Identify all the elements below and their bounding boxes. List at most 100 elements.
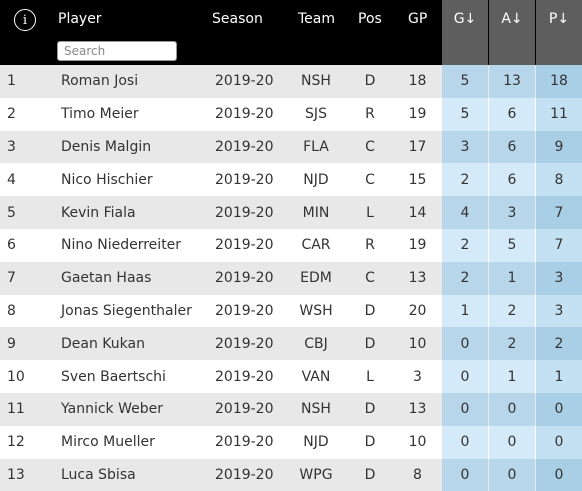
season-cell: 2019-20 — [215, 302, 274, 319]
column-header-gp[interactable]: GP — [408, 11, 428, 27]
player-name-cell: Sven Baertschi — [61, 368, 166, 385]
column-header-team[interactable]: Team — [298, 11, 336, 27]
table-row[interactable]: 7 Gaetan Haas 2019-20 EDM C 13 2 1 3 — [0, 261, 582, 295]
games-played-cell: 20 — [408, 302, 427, 319]
assists-cell: 3 — [489, 196, 535, 229]
goals-cell: 3 — [442, 130, 488, 164]
points-cell: 1 — [536, 360, 582, 393]
table-row[interactable]: 5 Kevin Fiala 2019-20 MIN L 14 4 3 7 — [0, 196, 582, 229]
table-row[interactable]: 6 Nino Niederreiter 2019-20 CAR R 19 2 5 7 — [0, 228, 582, 262]
rank-cell: 7 — [7, 270, 16, 287]
player-name-cell: Luca Sbisa — [61, 466, 136, 483]
table-row[interactable]: 9 Dean Kukan 2019-20 CBJ D 10 0 2 2 — [0, 327, 582, 361]
position-cell: D — [364, 335, 376, 352]
goals-cell: 2 — [442, 163, 488, 197]
season-cell: 2019-20 — [215, 138, 274, 155]
position-cell: D — [364, 73, 376, 90]
goals-cell: 0 — [442, 458, 488, 491]
player-name-cell: Nino Niederreiter — [61, 237, 182, 254]
goals-cell: 0 — [442, 327, 488, 361]
player-name-cell: Timo Meier — [61, 106, 139, 123]
table-row[interactable]: 3 Denis Malgin 2019-20 FLA C 17 3 6 9 — [0, 130, 582, 164]
rank-cell: 2 — [7, 106, 16, 123]
goals-cell: 0 — [442, 392, 488, 426]
position-cell: D — [364, 434, 376, 451]
assists-cell: 0 — [489, 425, 535, 459]
rank-cell: 1 — [7, 73, 16, 90]
rank-cell: 12 — [7, 434, 25, 451]
player-name-cell: Jonas Siegenthaler — [61, 302, 192, 319]
team-cell: WSH — [299, 302, 333, 319]
games-played-cell: 8 — [413, 466, 422, 483]
games-played-cell: 15 — [408, 171, 427, 188]
position-cell: L — [366, 368, 374, 385]
table-row[interactable]: 11 Yannick Weber 2019-20 NSH D 13 0 0 0 — [0, 392, 582, 426]
position-cell: D — [364, 302, 376, 319]
team-cell: CAR — [301, 237, 331, 254]
info-icon[interactable]: i — [14, 9, 36, 31]
games-played-cell: 18 — [408, 73, 427, 90]
column-header-player[interactable]: Player — [58, 11, 102, 27]
goals-cell: 2 — [442, 261, 488, 295]
points-cell: 0 — [536, 458, 582, 491]
column-header-pos[interactable]: Pos — [358, 11, 382, 27]
position-cell: R — [365, 106, 375, 123]
games-played-cell: 19 — [408, 106, 427, 123]
goals-cell: 4 — [442, 196, 488, 229]
team-cell: NSH — [301, 401, 331, 418]
player-name-cell: Roman Josi — [61, 73, 139, 90]
season-cell: 2019-20 — [215, 106, 274, 123]
points-cell: 3 — [536, 261, 582, 295]
points-cell: 18 — [536, 65, 582, 98]
season-cell: 2019-20 — [215, 466, 274, 483]
rank-cell: 9 — [7, 335, 16, 352]
team-cell: SJS — [305, 106, 327, 123]
table-row[interactable]: 10 Sven Baertschi 2019-20 VAN L 3 0 1 1 — [0, 360, 582, 393]
table-row[interactable]: 1 Roman Josi 2019-20 NSH D 18 5 13 18 — [0, 65, 582, 98]
goals-cell: 5 — [442, 97, 488, 131]
table-row[interactable]: 2 Timo Meier 2019-20 SJS R 19 5 6 11 — [0, 97, 582, 131]
column-header-points[interactable]: P↓ — [536, 0, 582, 65]
rank-cell: 8 — [7, 302, 16, 319]
goals-cell: 1 — [442, 294, 488, 328]
position-cell: D — [364, 466, 376, 483]
player-name-cell: Yannick Weber — [61, 401, 163, 418]
table-row[interactable]: 12 Mirco Mueller 2019-20 NJD D 10 0 0 0 — [0, 425, 582, 459]
team-cell: NJD — [303, 434, 329, 451]
season-cell: 2019-20 — [215, 270, 274, 287]
player-name-cell: Dean Kukan — [61, 335, 145, 352]
team-cell: FLA — [303, 138, 329, 155]
rank-cell: 6 — [7, 237, 16, 254]
position-cell: R — [365, 237, 375, 254]
player-name-cell: Gaetan Haas — [61, 270, 152, 287]
column-header-assists[interactable]: A↓ — [489, 0, 535, 65]
assists-cell: 6 — [489, 130, 535, 164]
points-cell: 3 — [536, 294, 582, 328]
games-played-cell: 10 — [408, 434, 427, 451]
points-cell: 7 — [536, 228, 582, 262]
games-played-cell: 10 — [408, 335, 427, 352]
position-cell: L — [366, 204, 374, 221]
table-row[interactable]: 4 Nico Hischier 2019-20 NJD C 15 2 6 8 — [0, 163, 582, 197]
goals-cell: 0 — [442, 360, 488, 393]
goals-cell: 5 — [442, 65, 488, 98]
season-cell: 2019-20 — [215, 368, 274, 385]
search-input[interactable] — [57, 41, 177, 61]
team-cell: NJD — [303, 171, 329, 188]
assists-cell: 1 — [489, 261, 535, 295]
team-cell: WPG — [299, 466, 333, 483]
assists-cell: 6 — [489, 97, 535, 131]
column-header-season[interactable]: Season — [212, 11, 263, 27]
table-row[interactable]: 8 Jonas Siegenthaler 2019-20 WSH D 20 1 2 3 — [0, 294, 582, 328]
column-header-goals[interactable]: G↓ — [442, 0, 488, 65]
assists-cell: 6 — [489, 163, 535, 197]
games-played-cell: 3 — [413, 368, 422, 385]
points-cell: 9 — [536, 130, 582, 164]
rank-cell: 10 — [7, 368, 25, 385]
table-row[interactable]: 13 Luca Sbisa 2019-20 WPG D 8 0 0 0 — [0, 458, 582, 491]
season-cell: 2019-20 — [215, 73, 274, 90]
player-name-cell: Mirco Mueller — [61, 434, 155, 451]
assists-cell: 1 — [489, 360, 535, 393]
team-cell: CBJ — [304, 335, 328, 352]
